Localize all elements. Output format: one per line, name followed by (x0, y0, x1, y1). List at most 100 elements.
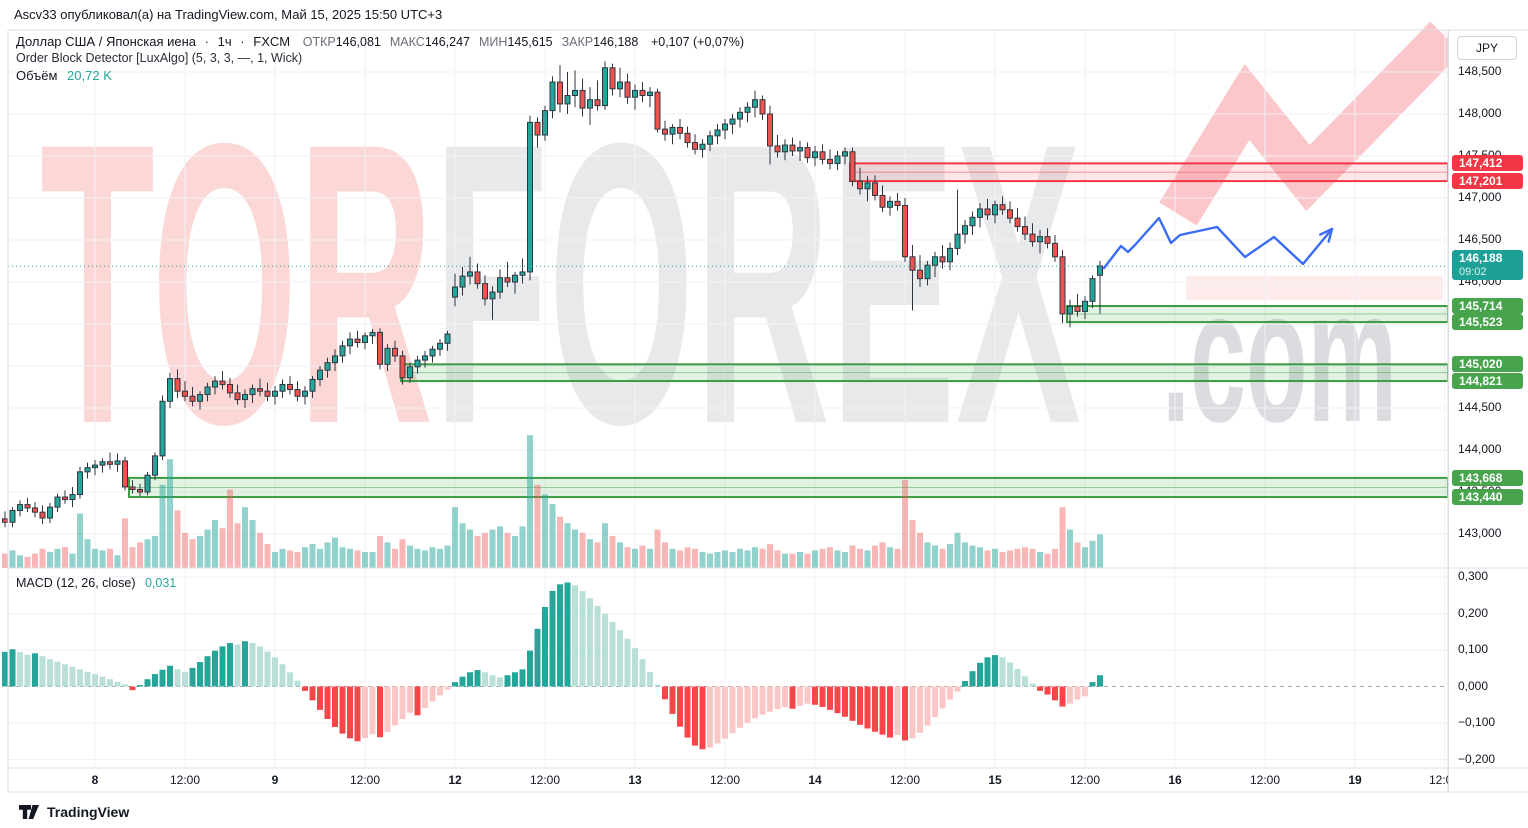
candle (137, 488, 143, 493)
candle (984, 208, 991, 216)
interval-value[interactable]: 1ч (217, 34, 232, 49)
watermark-domain-suffix: .com (1162, 250, 1398, 462)
price-tick-label: 144,500 (1458, 400, 1502, 414)
candle (954, 233, 961, 249)
candle (729, 118, 736, 125)
symbol-title[interactable]: Доллар США / Японская иена (16, 34, 197, 49)
macd-tick-label: 0,300 (1458, 569, 1489, 583)
candle (549, 81, 556, 112)
candle (842, 151, 848, 157)
candle (144, 474, 151, 493)
time-tick-label: 19 (1348, 773, 1362, 787)
candle (639, 89, 646, 97)
price-tick-label: 143,000 (1458, 526, 1502, 540)
candle (564, 95, 571, 105)
candle (857, 180, 863, 190)
price-tick-label: 147,000 (1458, 190, 1502, 204)
candle (512, 274, 518, 283)
time-tick-label: 8 (91, 773, 99, 787)
candle (932, 256, 938, 266)
candle (444, 333, 451, 344)
time-axis[interactable]: 8 12:00 9 12:00 12 12:00 13 12:00 14 12:00 15 12:00… (8, 768, 1448, 792)
candle (159, 400, 166, 457)
candle (234, 392, 241, 401)
candle (17, 504, 23, 511)
candle (534, 121, 541, 136)
candle (677, 126, 683, 134)
candle (527, 121, 533, 273)
order-blocks-layer (128, 162, 1449, 499)
volume-label: Объём (16, 68, 58, 83)
volume-row[interactable]: Объём 20,72 K (16, 68, 744, 85)
candle (324, 362, 331, 371)
exchange-name: FXCM (253, 34, 291, 49)
candle (609, 67, 616, 90)
candle (264, 390, 271, 397)
candle (774, 145, 781, 153)
ohlc-МАКС: МАКС146,247 (389, 35, 470, 49)
candle (47, 506, 53, 519)
candle (122, 460, 128, 488)
chart-legend: Доллар США / Японская иена · 1ч · FXCM О… (16, 34, 744, 85)
macd-tick-label: −0,200 (1458, 751, 1496, 766)
candle (752, 99, 758, 108)
macd-title: MACD (12, 26, close) (16, 576, 136, 590)
candle (587, 99, 593, 109)
indicator-row[interactable]: Order Block Detector [LuxAlgo] (5, 3, 3,… (16, 51, 303, 65)
change-value: +0,107 (+0,07%) (650, 35, 745, 49)
ohlc-values: ОТКР146,081 МАКС146,247 МИН145,615 ЗАКР146,… (294, 34, 639, 49)
candle (977, 208, 983, 218)
current-price-label: 146,188 09:02 (1452, 250, 1523, 281)
candle (332, 355, 338, 364)
tradingview-brand-text: TradingView (47, 804, 130, 820)
candle (872, 182, 878, 196)
candle (632, 89, 638, 98)
bearish-level-label: 147,201 (1452, 173, 1523, 190)
candle (182, 390, 188, 397)
currency-button[interactable]: JPY (1457, 36, 1517, 60)
symbol-row[interactable]: Доллар США / Японская иена · 1ч · FXCM О… (16, 34, 744, 51)
candle (654, 91, 661, 130)
publisher-bar: Ascv33 опубликовал(а) на TradingView.com… (0, 0, 1528, 30)
candle (407, 366, 413, 379)
candle (9, 509, 16, 523)
candle (602, 67, 608, 107)
macd-tick-label: 0,200 (1458, 605, 1489, 620)
candle (782, 144, 788, 153)
candle (834, 155, 841, 165)
time-tick-label: 12 (448, 773, 462, 787)
candle (219, 380, 226, 385)
candle (1044, 236, 1051, 244)
tradingview-logo[interactable]: TradingView (18, 801, 129, 823)
candle (1052, 242, 1058, 258)
candle (699, 143, 706, 150)
candle (767, 113, 773, 147)
forecast-arrow-drawing[interactable] (1102, 216, 1334, 270)
candle (864, 182, 871, 190)
candle (2, 518, 8, 523)
macd-row[interactable]: MACD (12, 26, close) 0,031 (16, 576, 176, 590)
candle (1082, 300, 1088, 312)
publisher-text: Ascv33 опубликовал(а) на TradingView.com… (14, 7, 443, 22)
candle (1059, 256, 1066, 315)
candle (714, 129, 721, 137)
time-tick-label: 12:00 (1429, 773, 1448, 787)
candle (1089, 278, 1096, 302)
candle (197, 394, 203, 402)
candle (287, 383, 293, 391)
bullish-level-label: 144,821 (1452, 373, 1523, 390)
candle (1014, 217, 1021, 228)
candle (999, 204, 1006, 211)
candle (362, 335, 368, 343)
candle (812, 151, 818, 159)
price-axis[interactable]: JPY 148,500148,000147,500147,000146,5001… (1448, 30, 1528, 792)
candle (212, 380, 218, 388)
time-tick-label: 12:00 (709, 773, 741, 787)
candle (204, 386, 211, 396)
candle (69, 494, 76, 501)
time-tick-label: 15 (988, 773, 1002, 787)
candle (962, 225, 968, 235)
tradingview-mark-icon (19, 805, 39, 819)
volume-bars (2, 435, 1103, 568)
